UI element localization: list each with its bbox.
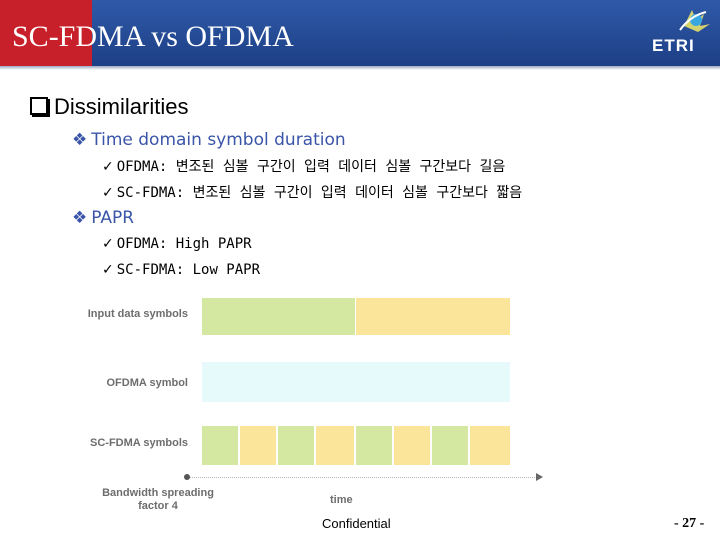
section-heading: Dissimilarities: [30, 94, 188, 120]
axis-arrow-icon: [536, 473, 543, 481]
bullet-time-domain: ❖ Time domain symbol duration: [72, 130, 346, 150]
axis-origin-dot: [184, 474, 190, 480]
subitem-text: SC-FDMA: Low PAPR: [116, 262, 261, 278]
etri-logo-icon: [679, 10, 710, 32]
check-icon: ✓: [102, 159, 114, 175]
input-symbol-green: [202, 298, 355, 335]
bullet-label: Time domain symbol duration: [91, 130, 346, 150]
page-number: - 27 -: [674, 516, 705, 531]
header-shadow: [0, 66, 720, 70]
bandwidth-label: Bandwidth spreading factor 4: [102, 487, 214, 512]
scfdma-symbol-8: [470, 426, 510, 465]
scfdma-symbol-1: [202, 426, 238, 465]
subitem-text: OFDMA: 변조된 심볼 구간이 입력 데이터 심볼 구간보다 길음: [116, 159, 506, 175]
time-axis: [187, 477, 539, 478]
check-icon: ✓: [102, 236, 114, 252]
heading-text: Dissimilarities: [54, 94, 189, 119]
footer-confidential: Confidential: [322, 516, 391, 531]
row-label-input: Input data symbols: [87, 308, 188, 320]
subitem-text: OFDMA: High PAPR: [116, 236, 252, 252]
logo-text: ETRI: [652, 36, 695, 55]
time-label: time: [330, 494, 353, 506]
scfdma-symbol-5: [356, 426, 392, 465]
bullet-label: PAPR: [91, 208, 135, 228]
scfdma-symbol-3: [278, 426, 314, 465]
subitem-text: SC-FDMA: 변조된 심볼 구간이 입력 데이터 심볼 구간보다 짧음: [116, 185, 523, 201]
row-label-scfdma: SC-FDMA symbols: [90, 437, 188, 449]
check-icon: ✓: [102, 185, 114, 201]
row-label-ofdma: OFDMA symbol: [106, 377, 189, 389]
ofdma-symbol-bar: [202, 362, 510, 402]
input-symbol-yellow: [356, 298, 510, 335]
scfdma-symbol-2: [240, 426, 276, 465]
subitem-scfdma-duration: ✓ SC-FDMA: 변조된 심볼 구간이 입력 데이터 심볼 구간보다 짧음: [102, 182, 522, 202]
bullet-papr: ❖ PAPR: [72, 208, 134, 228]
diamond-bullet-icon: ❖: [72, 208, 88, 228]
header-bar: [0, 0, 720, 66]
scfdma-symbol-6: [394, 426, 430, 465]
scfdma-symbol-4: [316, 426, 354, 465]
check-icon: ✓: [102, 262, 114, 278]
diamond-bullet-icon: ❖: [72, 130, 88, 150]
subitem-ofdma-papr: ✓ OFDMA: High PAPR: [102, 236, 252, 252]
square-bullet-icon: [30, 97, 48, 115]
header-accent: [0, 0, 92, 66]
slide-title: SC-FDMA vs OFDMA: [12, 20, 294, 53]
scfdma-symbol-7: [432, 426, 468, 465]
subitem-ofdma-duration: ✓ OFDMA: 변조된 심볼 구간이 입력 데이터 심볼 구간보다 길음: [102, 156, 505, 176]
subitem-scfdma-papr: ✓ SC-FDMA: Low PAPR: [102, 262, 260, 278]
